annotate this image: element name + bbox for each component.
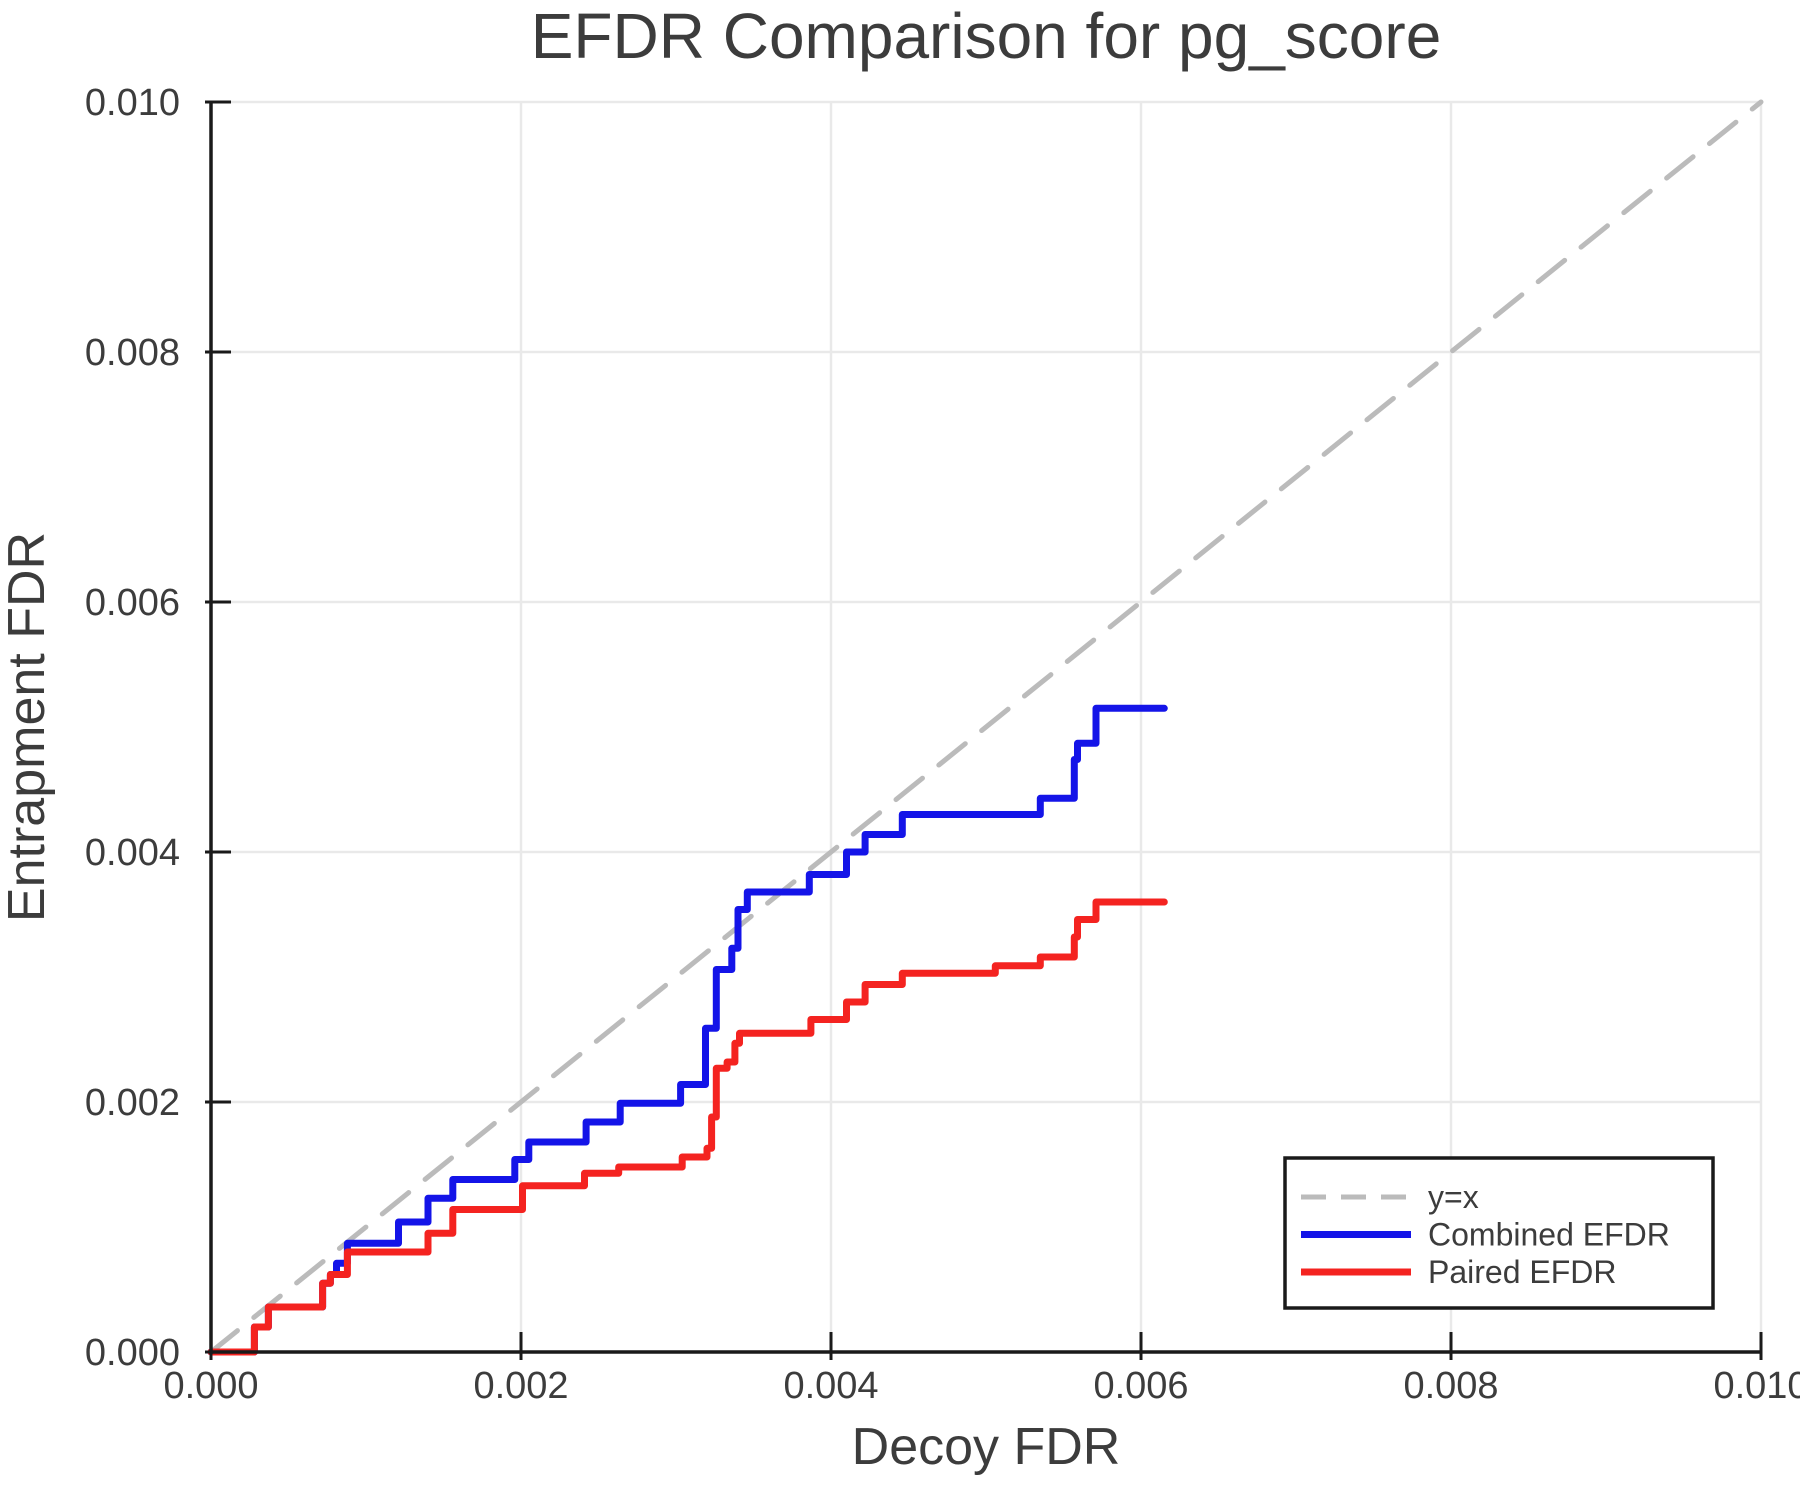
tick-layer xyxy=(205,100,1763,1360)
series-layer xyxy=(207,99,1764,1356)
chart-title: EFDR Comparison for pg_score xyxy=(531,0,1442,72)
x-tick-label: 0.002 xyxy=(473,1365,568,1407)
series-y-x xyxy=(208,99,1764,1355)
y-tick-label: 0.004 xyxy=(85,832,180,874)
legend-label-1: y=x xyxy=(1428,1179,1479,1215)
y-tick-label: 0.002 xyxy=(85,1082,180,1124)
grid-layer xyxy=(211,100,1763,1352)
y-tick-label: 0.000 xyxy=(85,1332,180,1374)
y-tick-label: 0.008 xyxy=(85,332,180,374)
legend-label-2: Combined EFDR xyxy=(1428,1217,1670,1253)
legend-label-3: Paired EFDR xyxy=(1428,1254,1617,1290)
x-axis-label: Decoy FDR xyxy=(852,1418,1121,1476)
tick-label-layer: 0.000 0.002 0.004 0.006 0.008 0.010 0.000 0.002… xyxy=(85,82,1800,1407)
x-tick-label: 0.004 xyxy=(783,1365,878,1407)
x-tick-label: 0.006 xyxy=(1093,1365,1188,1407)
series-paired-efdr xyxy=(207,898,1168,1356)
axes-spines xyxy=(209,102,1761,1354)
y-axis-label: Entrapment FDR xyxy=(0,532,56,922)
x-tick-label: 0.010 xyxy=(1713,1365,1800,1407)
x-tick-label: 0.008 xyxy=(1403,1365,1498,1407)
x-tick-label: 0.000 xyxy=(163,1365,258,1407)
y-tick-label: 0.006 xyxy=(85,582,180,624)
y-tick-label: 0.010 xyxy=(85,82,180,124)
